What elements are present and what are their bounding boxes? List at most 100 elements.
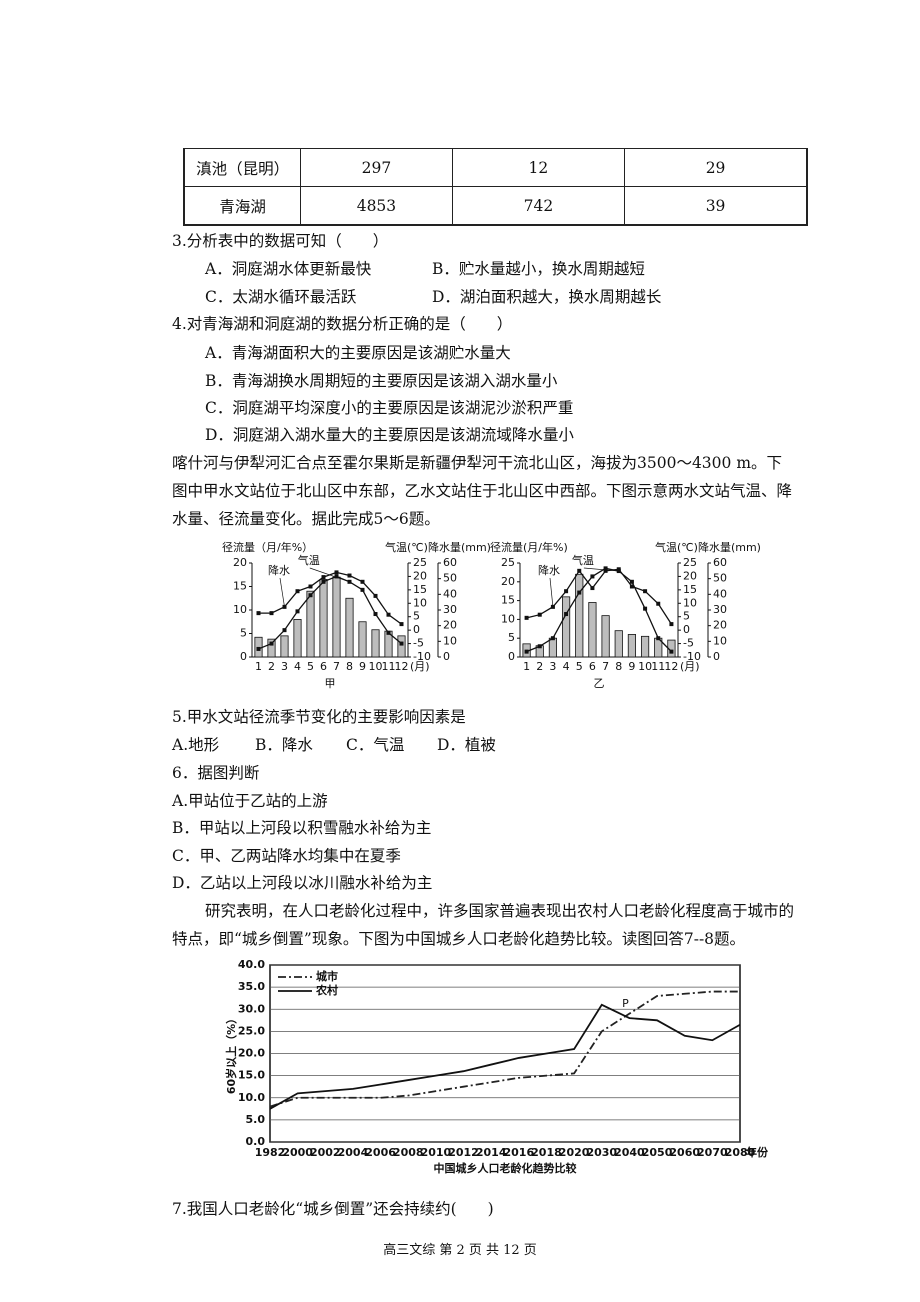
y-tick-label: 20.0: [238, 1047, 265, 1060]
point: [537, 612, 542, 617]
y2-tick-label: 15: [413, 583, 427, 596]
x-axis-label: (月): [680, 660, 700, 673]
leader: [309, 567, 350, 583]
bar: [358, 621, 367, 658]
point: [256, 611, 261, 616]
y2-tick-label: 5: [683, 610, 690, 623]
bar: [371, 629, 380, 658]
passage-line: 水量、径流量变化。据此完成5～6题。: [172, 510, 440, 528]
option: B．甲站以上河段以积雪融水补给为主: [172, 819, 432, 837]
point: [256, 646, 261, 651]
point: [386, 630, 391, 635]
point: [643, 606, 648, 611]
option: C．太湖水循环最活跃: [205, 288, 357, 306]
y-tick-label: 25: [501, 556, 515, 569]
point: [537, 644, 542, 649]
y3-tick-label: 40: [713, 587, 727, 600]
passage-line: 特点，即“城乡倒置”现象。下图为中国城乡人口老龄化趋势比较。读图回答7--8题。: [172, 930, 746, 948]
x-tick-label: 1982: [255, 1146, 286, 1159]
option: C．气温: [346, 736, 405, 754]
point: [629, 584, 634, 589]
x-tick-label: 2060: [669, 1146, 700, 1159]
x-tick-label: 3: [549, 660, 556, 673]
point: [524, 649, 529, 654]
point: [334, 574, 339, 579]
bar: [548, 637, 558, 658]
bar: [319, 579, 328, 658]
question-stem: 7.我国人口老龄化“城乡倒置”还会持续约( ): [172, 1200, 494, 1218]
x-tick-label: 6: [320, 660, 327, 673]
passage-line: 研究表明，在人口老龄化过程中，许多国家普遍表现出农村人口老龄化程度高于城市的: [205, 902, 795, 920]
cell: 12: [451, 148, 626, 187]
line: [526, 567, 672, 653]
point: [669, 622, 674, 627]
y-tick-label: 10: [501, 612, 515, 625]
y-tick-label: 20: [233, 556, 247, 569]
x-tick-label: 2080: [725, 1146, 756, 1159]
point: [399, 622, 404, 627]
y2-tick-label: 20: [413, 569, 427, 582]
x-tick-label: 9: [359, 660, 366, 673]
page-footer: 高三文综 第 2 页 共 12 页: [383, 1243, 537, 1258]
cell: 742: [451, 186, 626, 226]
point: [577, 590, 582, 595]
x-tick-label: 2: [536, 660, 543, 673]
y2-tick-label: 0: [683, 623, 690, 636]
x-axis-label: 年份: [746, 1145, 769, 1159]
bar: [280, 635, 289, 658]
point: [643, 589, 648, 594]
series-label: 降水: [538, 563, 560, 577]
x-tick-label: 11: [382, 660, 396, 673]
point: [360, 587, 365, 592]
x-tick-label: 2002: [310, 1146, 341, 1159]
y2-tick-label: -5: [683, 637, 694, 650]
x-tick-label: 2: [268, 660, 275, 673]
bar: [306, 590, 315, 658]
table-row: 青海湖 4853 742 39: [183, 186, 809, 226]
y-tick-label: 0: [240, 650, 247, 663]
y2-tick-label: 25: [683, 556, 697, 569]
lake-table: 滇池（昆明） 297 12 29 青海湖 4853 742 39: [183, 148, 809, 226]
table-row: 滇池（昆明） 297 12 29: [183, 148, 809, 187]
bar: [627, 634, 637, 658]
option: A．青海湖面积大的主要原因是该湖贮水量大: [205, 344, 511, 362]
line: [258, 575, 402, 650]
x-tick-label: 2040: [614, 1146, 645, 1159]
y-tick-label: 0.0: [246, 1135, 266, 1148]
point: [564, 589, 569, 594]
point: [347, 573, 352, 578]
x-tick-label: 5: [307, 660, 314, 673]
x-tick-label: 8: [346, 660, 353, 673]
x-tick-label: 2020: [559, 1146, 590, 1159]
bar: [640, 635, 650, 658]
cell: 青海湖: [183, 186, 302, 226]
x-tick-label: 6: [589, 660, 596, 673]
option: A.地形: [172, 736, 220, 754]
point: [373, 593, 378, 598]
y2-tick-label: -10: [683, 650, 701, 663]
point: [386, 612, 391, 617]
y-tick-label: 20: [501, 575, 515, 588]
y-tick-label: 5: [508, 631, 515, 644]
point: [656, 636, 661, 641]
y-tick-label: 10: [233, 603, 247, 616]
x-tick-label: 12: [395, 660, 409, 673]
chart-title: 甲: [325, 677, 336, 690]
x-tick-label: 2004: [338, 1146, 369, 1159]
point: [399, 641, 404, 646]
option: D．湖泊面积越大，换水周期越长: [432, 288, 662, 306]
point: [308, 593, 313, 598]
x-tick-label: 2070: [697, 1146, 728, 1159]
point: [321, 579, 326, 584]
option: B．青海湖换水周期短的主要原因是该湖入湖水量小: [205, 372, 558, 390]
x-tick-label: 2006: [365, 1146, 396, 1159]
x-tick-label: 2008: [393, 1146, 424, 1159]
x-tick-label: 4: [563, 660, 570, 673]
point: [295, 609, 300, 614]
bar: [601, 615, 610, 658]
option: D．洞庭湖入湖水量大的主要原因是该湖流域降水量小: [205, 426, 574, 444]
x-tick-label: 2050: [642, 1146, 673, 1159]
point: [269, 641, 274, 646]
